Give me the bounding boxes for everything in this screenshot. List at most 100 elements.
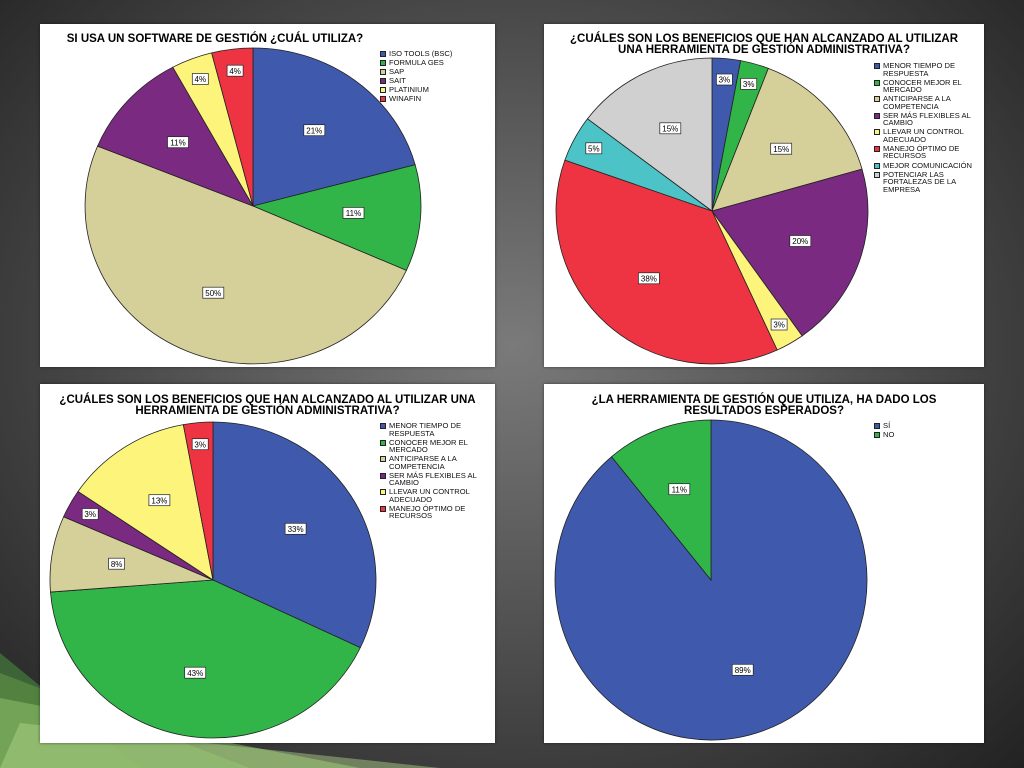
data-label-conocer-mejor-el-mercado: 43%	[184, 666, 207, 679]
legend-item-menor-tiempo-de-respuesta: MENOR TIEMPO DE RESPUESTA	[380, 422, 485, 437]
svg-text:3%: 3%	[719, 76, 731, 85]
data-label-sait: 11%	[167, 136, 189, 149]
svg-text:33%: 33%	[288, 525, 304, 534]
legend-item-manejo-optimo-de-recursos: MANEJO ÓPTIMO DE RECURSOS	[380, 505, 485, 520]
data-label-iso-tools-bsc: 21%	[303, 124, 326, 137]
chart-title: SI USA UN SOFTWARE DE GESTIÓN ¿CUÁL UTIL…	[66, 33, 364, 45]
legend-label: POTENCIAR LAS FORTALEZAS DE LA EMPRESA	[883, 169, 956, 194]
data-label-si: 89%	[731, 663, 754, 676]
legend-swatch	[874, 162, 880, 169]
svg-text:15%: 15%	[662, 124, 678, 133]
chart-legend: SÍ NO	[874, 422, 974, 440]
legend-item-winafin: WINAFIN	[380, 95, 485, 103]
legend-label: SAP	[389, 67, 405, 77]
svg-text:15%: 15%	[773, 145, 789, 154]
pie-chart-beneficios-1: 3% 3% 15% 20% 3% 38% 5% 15%	[555, 57, 869, 365]
pie-slice-sap	[84, 145, 407, 365]
pie-slice-no	[611, 419, 712, 582]
svg-text:13%: 13%	[151, 496, 167, 505]
chart-title: ¿CUÁLES SON LOS BENEFICIOS QUE HAN ALCAN…	[569, 33, 959, 56]
legend-label: CONOCER MEJOR EL MERCADO	[883, 77, 962, 95]
svg-text:3%: 3%	[194, 440, 206, 449]
legend-item-ser-mas-flexibles-al-cambio: SER MÁS FLEXIBLES AL CAMBIO	[380, 471, 485, 487]
legend-swatch	[874, 112, 880, 119]
chart-title: ¿LA HERRAMIENTA DE GESTIÓN QUE UTILIZA, …	[591, 394, 937, 417]
legend-item-anticiparse-a-la-competencia: ANTICIPARSE A LA COMPETENCIA	[380, 455, 485, 470]
legend-item-sait: SAIT	[380, 77, 485, 85]
legend-label: CONOCER MEJOR EL MERCADO	[389, 437, 468, 455]
legend-label: LLEVAR UN CONTROL ADECUADO	[883, 127, 964, 144]
legend-swatch	[380, 51, 386, 57]
svg-text:5%: 5%	[588, 144, 600, 153]
pie-slice-iso-tools-bsc	[252, 47, 416, 207]
svg-text:4%: 4%	[229, 67, 241, 76]
legend-label: MEJOR COMUNICACIÓN	[883, 160, 973, 170]
svg-text:3%: 3%	[743, 80, 755, 89]
pie-slice-manejo-optimo-de-recursos	[555, 159, 778, 365]
legend-swatch	[380, 456, 386, 463]
pie-slice-ser-mas-flexibles-al-cambio	[711, 168, 869, 337]
legend-swatch	[380, 505, 386, 512]
data-label-mejor-comunicacion: 5%	[585, 142, 603, 155]
legend-item-manejo-optimo-de-recursos: MANEJO ÓPTIMO DE RECURSOS	[874, 145, 974, 160]
legend-item-sap: SAP	[380, 68, 485, 76]
svg-text:11%: 11%	[346, 209, 361, 218]
legend-item-conocer-mejor-el-mercado: CONOCER MEJOR EL MERCADO	[874, 77, 974, 95]
legend-label: NO	[883, 430, 895, 440]
legend-label: MANEJO ÓPTIMO DE RECURSOS	[883, 143, 960, 161]
legend-label: LLEVAR UN CONTROL ADECUADO	[389, 487, 470, 504]
svg-text:50%: 50%	[205, 289, 221, 298]
pie-slice-potenciar-las-fortalezas-de-la-empresa	[586, 57, 713, 212]
legend-label: SAIT	[389, 76, 406, 86]
legend-swatch	[380, 87, 386, 94]
legend-label: MENOR TIEMPO DE RESPUESTA	[883, 61, 956, 78]
data-label-anticiparse-a-la-competencia: 8%	[108, 557, 125, 570]
legend-label: ANTICIPARSE A LA COMPETENCIA	[389, 454, 457, 471]
svg-text:89%: 89%	[735, 666, 751, 675]
legend-label: FORMULA GES	[389, 58, 444, 68]
legend-swatch	[874, 63, 880, 69]
legend-item-no: NO	[874, 431, 974, 439]
legend-swatch	[380, 78, 386, 85]
legend-label: PLATINIUM	[389, 85, 429, 95]
legend-item-llevar-un-control-adecuado: LLEVAR UN CONTROL ADECUADO	[874, 128, 974, 143]
chart-panel-beneficios-2: 33% 43% 8% 3% 13% 3% ¿CUÁLES SON LOS BENEFICI…	[40, 384, 495, 743]
legend-label: MANEJO ÓPTIMO DE RECURSOS	[389, 503, 466, 521]
chart-title: ¿CUÁLES SON LOS BENEFICIOS QUE HAN ALCAN…	[59, 394, 476, 417]
svg-text:11%: 11%	[672, 485, 687, 494]
legend-swatch	[380, 96, 386, 103]
legend-item-si: SÍ	[874, 422, 974, 430]
pie-slice-winafin	[211, 47, 254, 207]
data-label-llevar-un-control-adecuado: 3%	[770, 318, 788, 331]
pie-chart-beneficios-2: 33% 43% 8% 3% 13% 3%	[49, 421, 377, 739]
legend-item-potenciar-las-fortalezas-de-la-empresa: POTENCIAR LAS FORTALEZAS DE LA EMPRESA	[874, 169, 974, 194]
legend-item-iso-tools-bsc: ISO TOOLS (BSC)	[380, 50, 485, 58]
chart-legend: MENOR TIEMPO DE RESPUESTA CONOCER MEJOR E…	[874, 62, 974, 195]
legend-label: ISO TOOLS (BSC)	[389, 49, 453, 58]
legend-label: MENOR TIEMPO DE RESPUESTA	[389, 421, 462, 438]
legend-item-mejor-comunicacion: MEJOR COMUNICACIÓN	[874, 162, 974, 170]
data-label-llevar-un-control-adecuado: 13%	[148, 494, 171, 507]
legend-swatch	[380, 472, 386, 479]
chart-legend: ISO TOOLS (BSC) FORMULA GES SAP SAIT PLATINI…	[380, 50, 485, 105]
legend-label: SÍ	[883, 421, 891, 430]
pie-slice-formula-ges	[251, 164, 422, 271]
svg-text:3%: 3%	[773, 321, 785, 330]
svg-text:38%: 38%	[641, 274, 657, 283]
data-label-manejo-optimo-de-recursos: 38%	[638, 272, 660, 285]
data-label-conocer-mejor-el-mercado: 3%	[740, 78, 758, 90]
legend-item-llevar-un-control-adecuado: LLEVAR UN CONTROL ADECUADO	[380, 488, 485, 503]
chart-panel-software: 21% 11% 50% 11% 4% 4% SI USA UN SOFTWARE DE G…	[40, 24, 495, 367]
legend-label: SER MÁS FLEXIBLES AL CAMBIO	[883, 110, 971, 128]
pie-chart-software: 21% 11% 50% 11% 4% 4%	[84, 47, 422, 365]
data-label-manejo-optimo-de-recursos: 3%	[191, 438, 209, 451]
legend-swatch	[874, 423, 880, 429]
data-label-no: 11%	[668, 483, 691, 496]
chart-panel-resultados: 89% 11% ¿LA HERRAMIENTA DE GESTIÓN QUE UT…	[544, 384, 984, 743]
data-label-menor-tiempo-de-respuesta: 33%	[284, 522, 307, 535]
legend-item-ser-mas-flexibles-al-cambio: SER MÁS FLEXIBLES AL CAMBIO	[874, 110, 974, 128]
legend-swatch	[380, 439, 386, 446]
svg-text:3%: 3%	[84, 510, 96, 519]
legend-swatch	[380, 423, 386, 429]
legend-swatch	[380, 60, 386, 67]
